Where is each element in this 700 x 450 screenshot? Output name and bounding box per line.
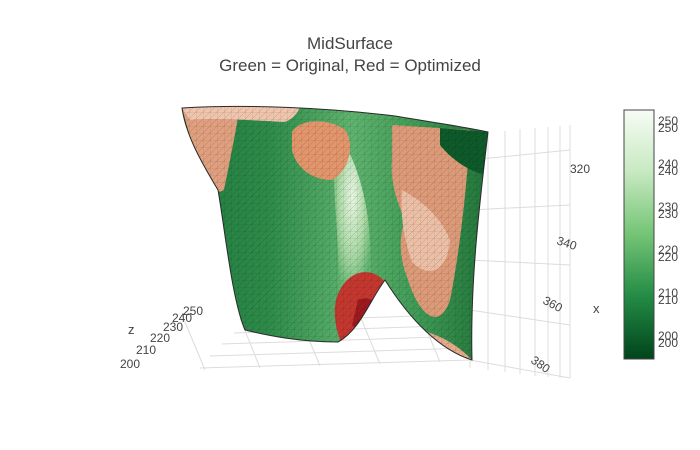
z-tick-label: 230 [163,320,183,334]
x-axis-title: x [593,301,600,316]
colorbar-tick-label: 230 [658,200,678,214]
grid-lines [181,125,571,379]
x-tick-label: 320 [570,162,590,176]
z-axis: 200 210 220 230 240 250 z [120,304,203,371]
colorbar-tick-label: 200 [658,329,678,343]
x-tick-label: 360 [541,293,566,315]
surface-outline [181,105,489,361]
z-tick-label: 240 [172,311,192,325]
colorbar-tick-label: 200 [658,336,678,350]
z-tick-label: 200 [120,357,140,371]
z-tick-label: 210 [136,343,156,357]
colorbar-tick-label: 250 [658,114,678,128]
surface-mesh[interactable] [170,100,500,380]
colorbar-tick-label: 230 [658,207,678,221]
colorbar-tick-label: 210 [658,286,678,300]
colorbar-tick-label: 220 [658,250,678,264]
colorbar-fill [623,109,655,360]
chart-subtitle: Green = Original, Red = Optimized [219,56,481,75]
x-tick-label: 340 [555,234,579,254]
colorbar-tick-label: 220 [658,243,678,257]
colorbar-tick-label: 240 [658,157,678,171]
colorbar-tick-label: 250 [658,121,678,135]
x-tick-label: 380 [528,353,553,376]
z-tick-label: 220 [150,331,170,345]
colorbar-tick-label: 240 [658,164,678,178]
x-axis: 320 340 360 380 x [528,162,600,376]
z-tick-label: 250 [183,304,203,318]
chart-title: MidSurface [307,34,393,53]
colorbar-tick-label: 210 [658,293,678,307]
z-axis-title: z [128,322,135,337]
